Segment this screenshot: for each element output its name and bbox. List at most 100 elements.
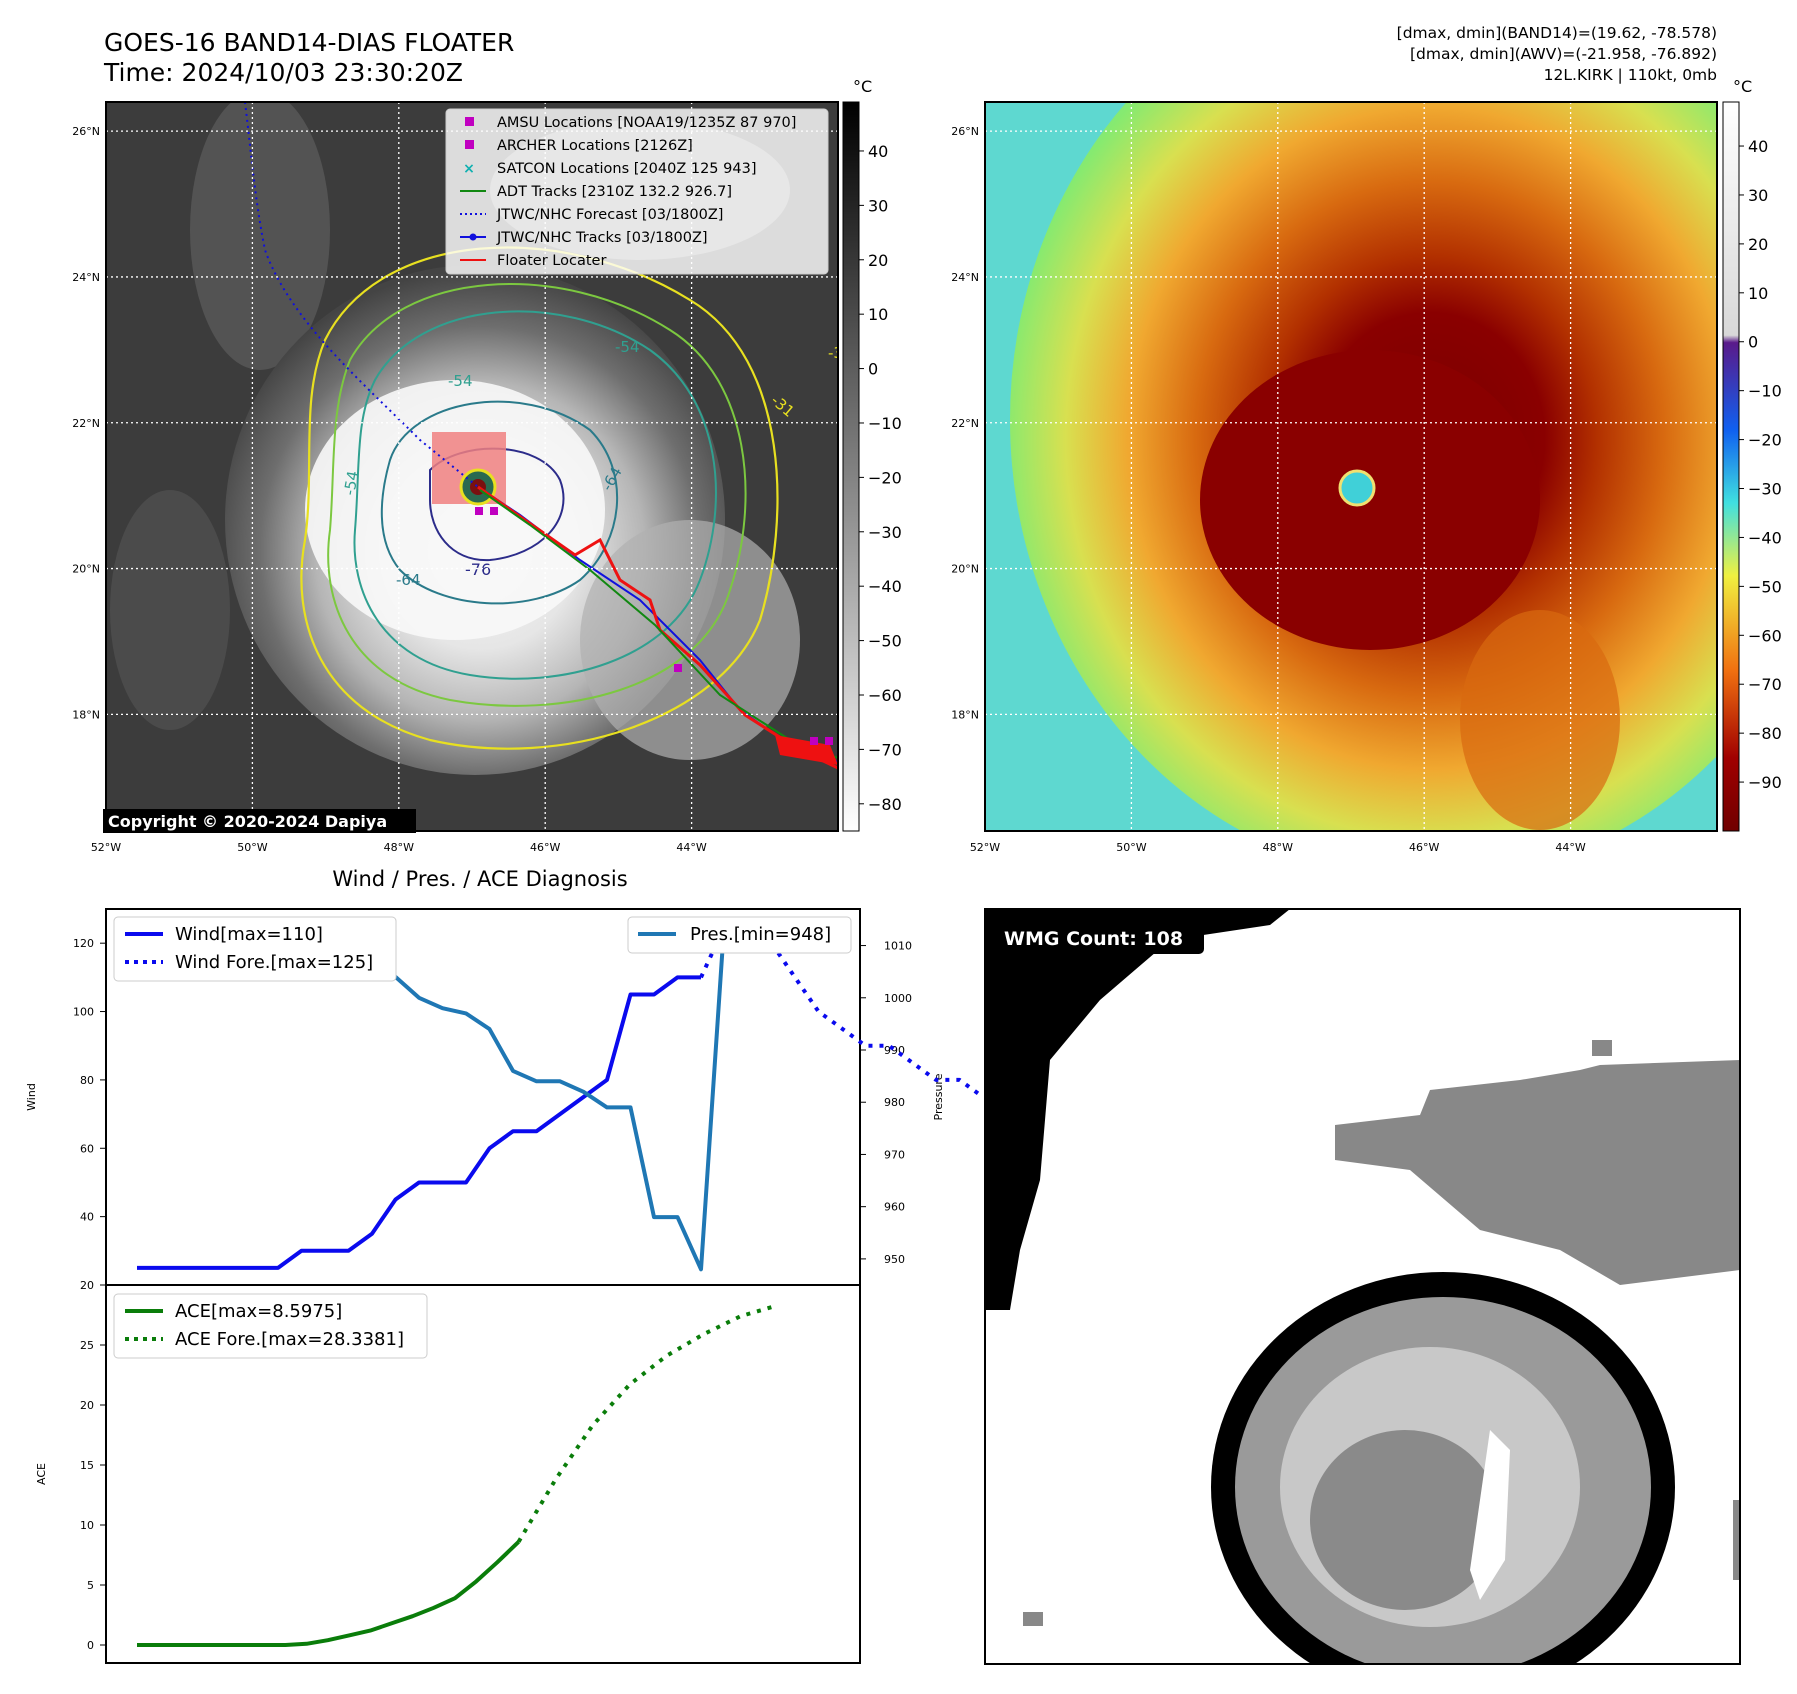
colorbar-tick-label: 10 (1748, 284, 1768, 303)
rb-eye (1338, 469, 1376, 507)
contour-green (327, 283, 747, 707)
wind-tick-label: 40 (80, 1211, 94, 1224)
lat-tick-label: 22°N (72, 417, 100, 430)
copyright-badge (103, 809, 416, 833)
colorbar-tick-label: 0 (1748, 333, 1758, 352)
copyright-text: Copyright © 2020-2024 Dapiya (108, 812, 387, 831)
contour-label: -54 (615, 338, 640, 356)
colorbar-tick-label: 20 (868, 251, 888, 270)
rb-frame (984, 101, 1718, 832)
ace-legend-frame (113, 1293, 428, 1359)
wind-tick-label: 20 (80, 1279, 94, 1292)
ir-frame (105, 101, 839, 832)
wmg-gray-region (1733, 1500, 1740, 1580)
wmg-frame (984, 908, 1741, 1665)
ace-line (137, 1540, 520, 1647)
contour-label: -54 (340, 469, 362, 496)
wind-line (137, 975, 701, 1270)
legend-label: JTWC/NHC Tracks [03/1800Z] (496, 230, 708, 246)
figure-title: GOES-16 BAND14-DIAS FLOATER (104, 28, 514, 57)
colorbar-tick-label: −80 (1748, 724, 1782, 743)
rb-lat-axis: 26°N 24°N 22°N 20°N 18°N (951, 125, 979, 721)
legend-label: AMSU Locations [NOAA19/1235Z 87 970] (497, 115, 796, 131)
ace-tick-label: 25 (80, 1339, 94, 1352)
colorbar-tick-label: −40 (1748, 528, 1782, 547)
ir-cloud-band (190, 102, 330, 370)
legend-marker-dot (469, 233, 477, 241)
colorbar-tick-label: 20 (1748, 235, 1768, 254)
pressure-tick-label: 980 (884, 1096, 905, 1109)
lon-tick-label: 50°W (237, 841, 267, 854)
pressure-legend-label: Pres.[min=948] (690, 924, 831, 945)
pressure-legend-frame (627, 916, 852, 954)
colorbar-tick-label: −50 (1748, 577, 1782, 596)
colorbar-tick-label: −20 (868, 468, 902, 487)
wind-tick-label: 120 (73, 937, 94, 950)
colorbar-tick-label: −10 (1748, 382, 1782, 401)
wind-legend-label: Wind[max=110] (175, 924, 323, 945)
colorbar-tick-label: −70 (1748, 675, 1782, 694)
colorbar-tick-label: −90 (1748, 773, 1782, 792)
colorbar-tick-label: −30 (1748, 480, 1782, 499)
rb-colorbar-unit: °C (1733, 77, 1752, 96)
lat-tick-label: 18°N (951, 708, 979, 721)
contour-label: -3 (828, 344, 843, 362)
legend-marker-square (465, 117, 474, 126)
figure-time: Time: 2024/10/03 23:30:20Z (103, 58, 463, 87)
floater-track (477, 485, 838, 770)
pressure-tick-label: 950 (884, 1253, 905, 1266)
ace-ylabel: ACE (35, 1463, 48, 1485)
colorbar-tick-label: 40 (868, 142, 888, 161)
lat-tick-label: 26°N (72, 125, 100, 138)
wind-axis-ticks: 120 100 80 60 40 20 (73, 937, 106, 1292)
wmg-count-badge (996, 922, 1204, 954)
wmg-count-label: WMG Count: 108 (1004, 928, 1183, 950)
ir-colorbar-unit: °C (853, 77, 872, 96)
wind-tick-label: 80 (80, 1074, 94, 1087)
legend-marker-x: × (463, 161, 475, 177)
ace-tick-label: 0 (87, 1639, 94, 1652)
wind-tick-label: 60 (80, 1142, 94, 1155)
colorbar-tick-label: −60 (1748, 626, 1782, 645)
colorbar-tick-label: −60 (868, 686, 902, 705)
lon-tick-label: 50°W (1116, 841, 1146, 854)
lat-tick-label: 20°N (72, 563, 100, 576)
lon-tick-label: 52°W (91, 841, 121, 854)
lon-tick-label: 48°W (384, 841, 414, 854)
lon-tick-label: 46°W (530, 841, 560, 854)
pressure-tick-label: 970 (884, 1148, 905, 1161)
colorbar-tick-label: −40 (868, 577, 902, 596)
ir-legend: AMSU Locations [NOAA19/1235Z 87 970] ARCH… (445, 108, 829, 275)
lat-tick-label: 24°N (72, 271, 100, 284)
lon-tick-label: 44°W (1555, 841, 1585, 854)
rb-colorbar (1722, 101, 1740, 832)
wind-legend-frame (113, 916, 397, 982)
lat-tick-label: 24°N (951, 271, 979, 284)
floater-track-end (775, 735, 838, 765)
legend-label: ADT Tracks [2310Z 132.2 926.7] (497, 184, 732, 200)
pressure-tick-label: 1010 (884, 940, 912, 953)
contour-label: -54 (448, 372, 473, 390)
colorbar-tick-label: −20 (1748, 431, 1782, 450)
lat-tick-label: 20°N (951, 563, 979, 576)
lat-tick-label: 26°N (951, 125, 979, 138)
lat-tick-label: 22°N (951, 417, 979, 430)
colorbar-tick-label: 40 (1748, 137, 1768, 156)
colorbar-tick-label: −30 (868, 523, 902, 542)
colorbar-tick-label: −70 (868, 740, 902, 759)
ace-tick-label: 5 (87, 1579, 94, 1592)
lon-tick-label: 46°W (1409, 841, 1439, 854)
legend-label: JTWC/NHC Forecast [03/1800Z] (496, 207, 723, 223)
ace-tick-label: 10 (80, 1519, 94, 1532)
legend-label: Floater Locater (497, 253, 606, 269)
wmg-gray-speck (1592, 1040, 1612, 1056)
lon-tick-label: 48°W (1263, 841, 1293, 854)
wind-fore-legend-label: Wind Fore.[max=125] (175, 952, 373, 973)
info-band14: [dmax, dmin](BAND14)=(19.62, -78.578) (1397, 24, 1717, 42)
contour-label: -76 (465, 560, 491, 579)
ir-lat-axis: 26°N 24°N 22°N 20°N 18°N (72, 125, 100, 721)
colorbar-tick-label: 30 (1748, 186, 1768, 205)
legend-frame (445, 108, 829, 275)
